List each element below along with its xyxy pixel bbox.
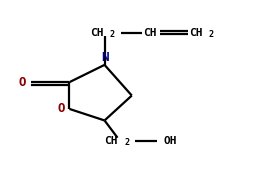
Text: O: O — [19, 76, 26, 89]
Text: CH: CH — [143, 28, 157, 38]
Text: O: O — [57, 102, 65, 115]
Text: OH: OH — [163, 136, 177, 146]
Text: 2: 2 — [209, 30, 213, 39]
Text: 2: 2 — [124, 138, 129, 147]
Text: 2: 2 — [110, 30, 115, 39]
Text: N: N — [101, 51, 108, 64]
Text: CH: CH — [189, 28, 203, 38]
Text: CH: CH — [104, 136, 118, 146]
Text: CH: CH — [90, 28, 104, 38]
